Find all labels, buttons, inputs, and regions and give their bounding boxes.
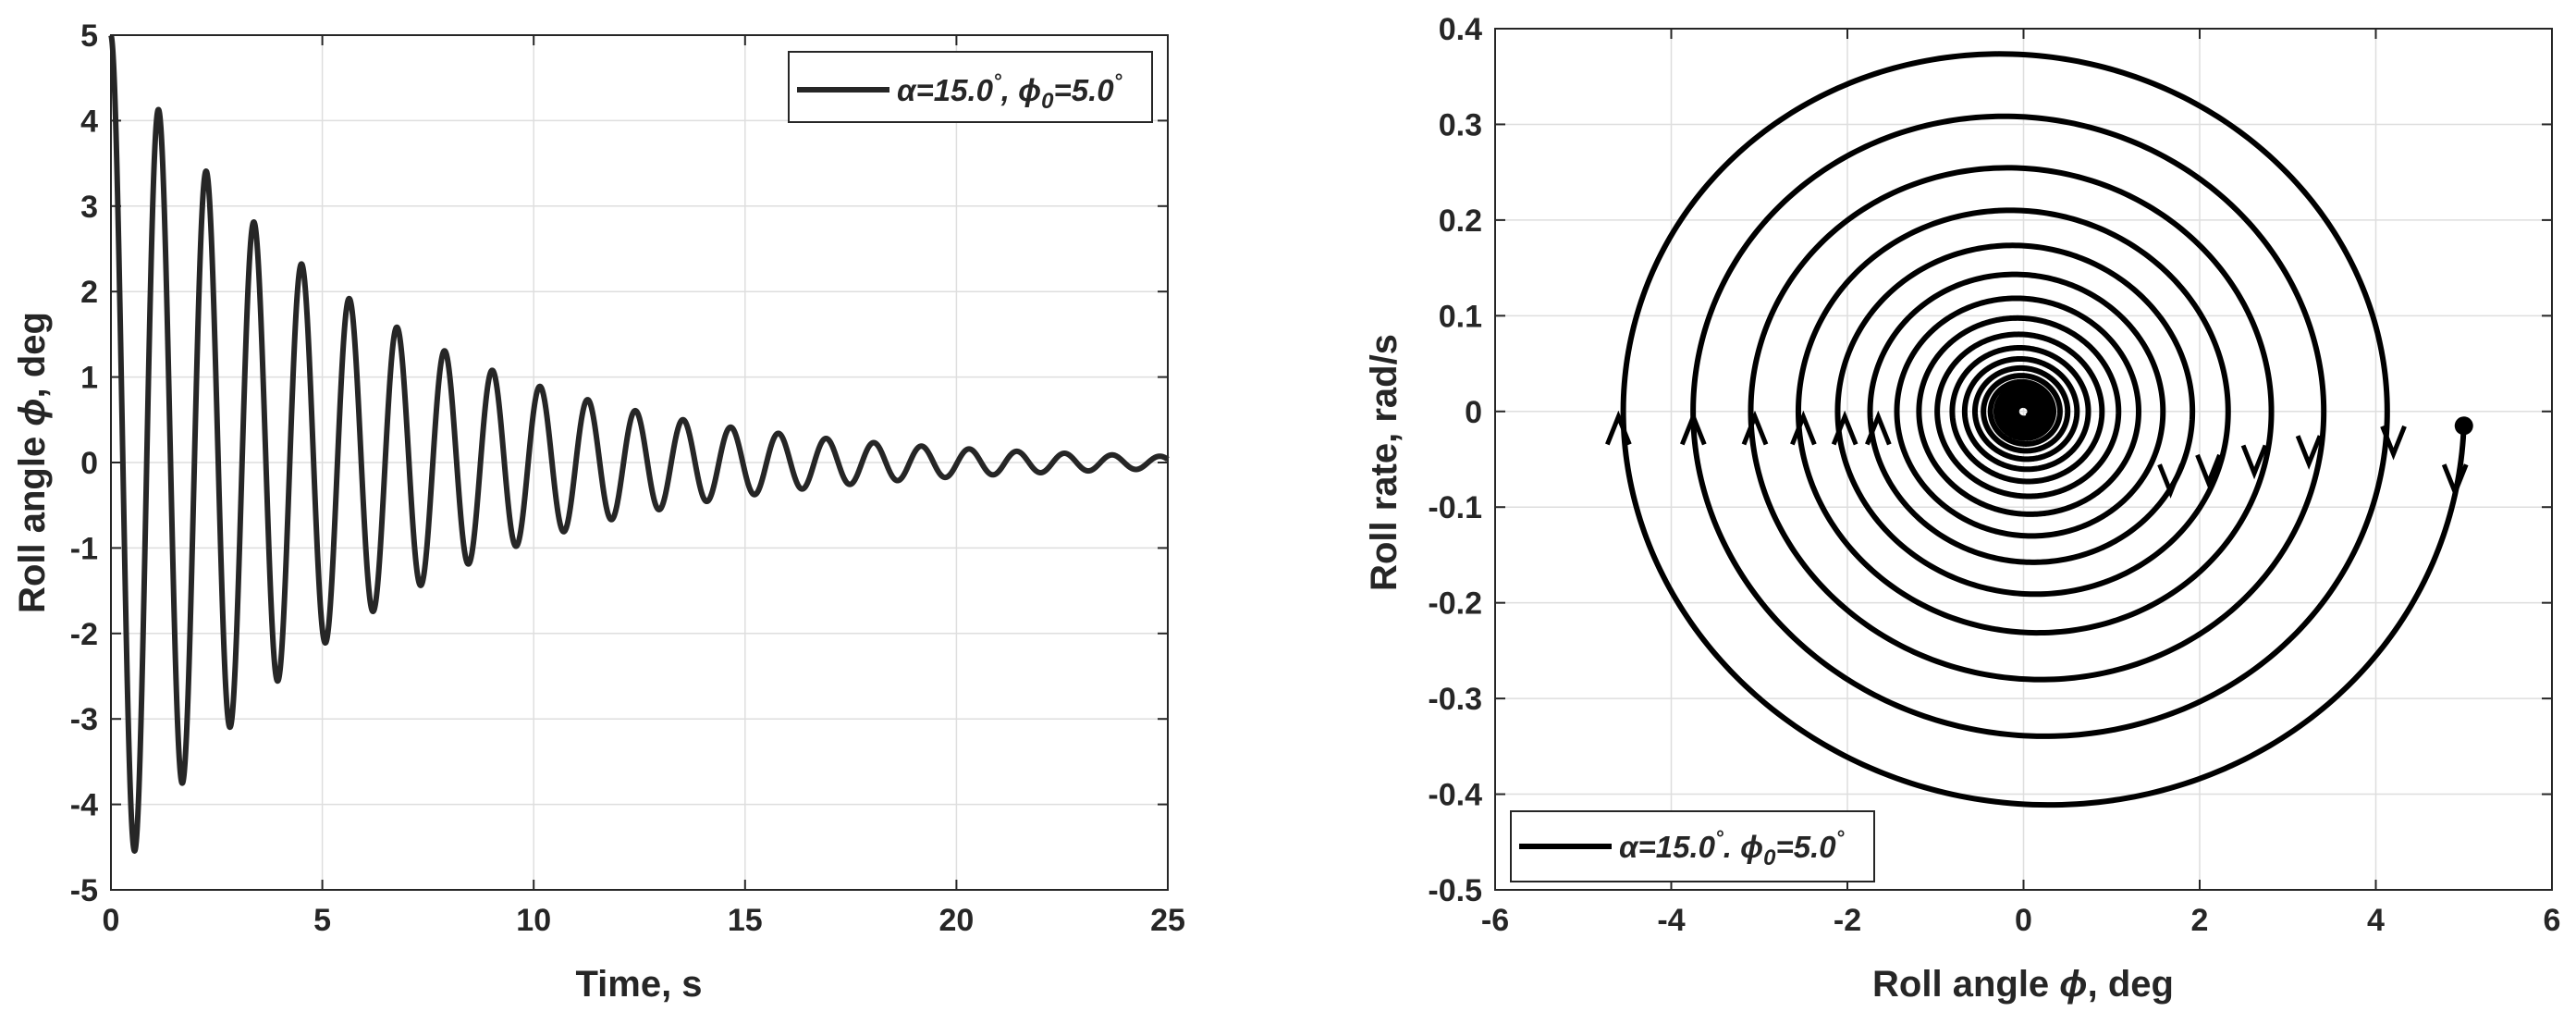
phase-portrait-y-tick-label: -0.1 [1428, 490, 1482, 525]
time-history-x-tick-label: 25 [1150, 903, 1185, 938]
time-history-y-tick-label: 1 [80, 361, 98, 396]
phase-portrait-y-tick-label: 0.3 [1439, 107, 1482, 142]
phase-trajectory-arrow [2380, 425, 2407, 461]
time-history-y-tick-label: -3 [70, 702, 98, 737]
phase-portrait-y-tick-label: 0.1 [1439, 299, 1482, 334]
time-history-y-tick-label: 3 [80, 190, 98, 225]
phase-portrait-legend-label: α=15.0°. ϕ0=5.0° [1619, 826, 1845, 870]
phase-portrait-legend: α=15.0°. ϕ0=5.0° [1510, 810, 1875, 882]
phase-portrait-y-tick-label: -0.3 [1428, 682, 1482, 717]
phase-trajectory-arrow [2240, 444, 2268, 480]
phase-trajectory-arrow [1831, 410, 1858, 446]
phase-portrait-ticks: -6 -4 -2 0 2 4 6 -0.5 -0.4 -0.3 -0.2 -0.1 0 0.1 0.2 0.3… [1428, 12, 2560, 938]
phase-trajectory-arrow [2441, 463, 2469, 499]
phase-trajectory-line [1620, 51, 2467, 808]
time-history-x-tick-label: 5 [313, 903, 331, 938]
time-history-chart: 0 5 10 15 20 25 -5 -4 -3 -2 -1 0 1 2 3 4 5 Time, s Roll … [12, 19, 1185, 1005]
time-history-y-tick-label: -4 [70, 788, 98, 823]
time-history-x-axis-label: Time, s [575, 964, 702, 1005]
phase-portrait-x-tick-label: 6 [2544, 903, 2561, 938]
time-history-y-tick-label: -1 [70, 531, 98, 566]
time-history-y-tick-label: -2 [70, 617, 98, 652]
phase-portrait-y-axis-label: Roll rate, rad/s [1364, 334, 1405, 591]
phase-trajectory-arrow [2295, 435, 2323, 470]
phase-portrait-x-tick-label: -6 [1481, 903, 1509, 938]
time-history-x-tick-label: 20 [938, 903, 974, 938]
phase-trajectory-arrow [1741, 410, 1769, 446]
time-history-x-tick-label: 10 [516, 903, 551, 938]
time-history-x-tick-label: 0 [103, 903, 120, 938]
phase-trajectory-arrow [1605, 410, 1632, 446]
phase-trajectory-arrow [2195, 453, 2222, 489]
phase-trajectory-arrow [1679, 410, 1707, 446]
phase-portrait-chart: -6 -4 -2 0 2 4 6 -0.5 -0.4 -0.3 -0.2 -0.1 0 0.1 0.2 0.3… [1364, 12, 2560, 1005]
phase-trajectory-arrow [2157, 463, 2184, 499]
time-history-legend: α=15.0°, ϕ0=5.0° [788, 51, 1153, 123]
phase-trajectory-arrow [1865, 410, 1892, 446]
phase-trajectory-start-marker [2454, 416, 2473, 436]
time-history-x-tick-label: 15 [728, 903, 763, 938]
roll-angle-series-line [108, 32, 1171, 854]
phase-portrait-x-tick-label: -4 [1657, 903, 1685, 938]
time-history-y-tick-label: 2 [80, 275, 98, 310]
phase-trajectory-arrow [1790, 410, 1817, 446]
phase-portrait-x-tick-label: 2 [2191, 903, 2209, 938]
phase-portrait-y-tick-label: 0.2 [1439, 204, 1482, 239]
time-history-legend-label: α=15.0°, ϕ0=5.0° [897, 69, 1122, 114]
phase-portrait-y-tick-label: -0.5 [1428, 873, 1482, 908]
time-history-ticks: 0 5 10 15 20 25 -5 -4 -3 -2 -1 0 1 2 3 4 5 [70, 19, 1185, 938]
time-history-y-axis-label: Roll angle ϕ, deg [12, 312, 53, 613]
phase-portrait-y-tick-label: 0 [1465, 395, 1482, 430]
time-history-y-tick-label: 0 [80, 446, 98, 481]
phase-portrait-y-tick-label: 0.4 [1439, 12, 1482, 47]
phase-portrait-x-axis-label: Roll angle ϕ, deg [1872, 964, 2174, 1005]
phase-portrait-x-tick-label: 0 [2015, 903, 2032, 938]
phase-trajectory-arrows [1605, 410, 2469, 499]
time-history-y-tick-label: -5 [70, 873, 98, 908]
phase-portrait-x-tick-label: 4 [2367, 903, 2385, 938]
phase-portrait-y-tick-label: -0.4 [1428, 778, 1482, 813]
time-history-y-tick-label: 5 [80, 19, 98, 54]
phase-portrait-x-tick-label: -2 [1834, 903, 1861, 938]
phase-portrait-y-tick-label: -0.2 [1428, 586, 1482, 622]
time-history-y-tick-label: 4 [80, 104, 98, 139]
